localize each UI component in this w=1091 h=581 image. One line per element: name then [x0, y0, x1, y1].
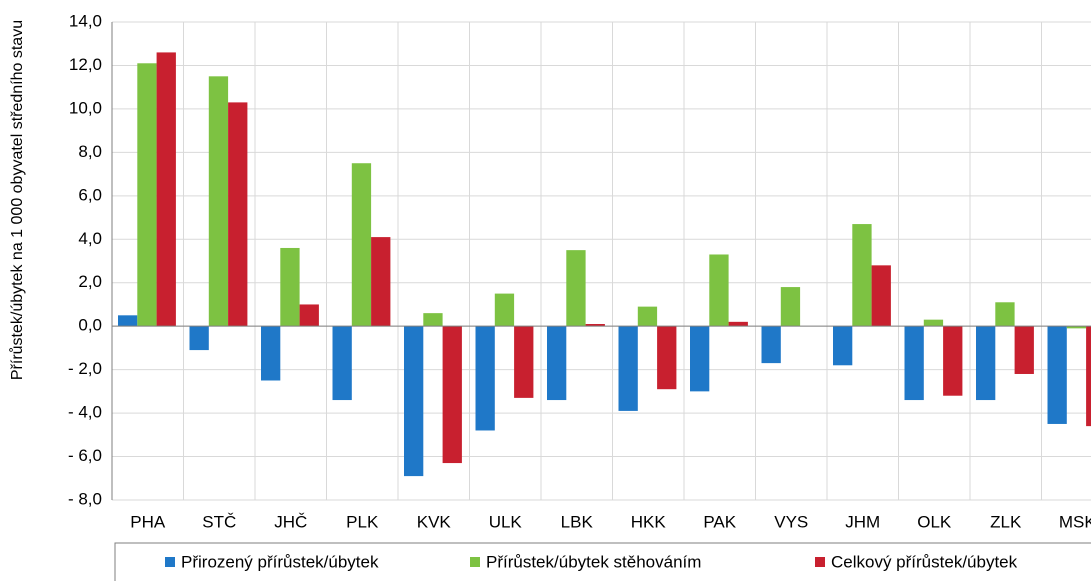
bar [618, 326, 638, 411]
bar [585, 324, 605, 327]
bar [514, 326, 534, 398]
bar [547, 326, 567, 401]
x-tick-label: VYS [774, 512, 808, 531]
y-tick-label: - 6,0 [68, 446, 102, 465]
y-tick-label: 12,0 [69, 55, 102, 74]
bar [943, 326, 963, 396]
x-tick-label: JHČ [274, 512, 307, 531]
bar [976, 326, 996, 401]
bar [494, 293, 515, 327]
x-tick-label: MSK [1059, 512, 1091, 531]
bar [1047, 326, 1067, 424]
bar [728, 321, 748, 327]
x-tick-label: STČ [202, 512, 236, 531]
legend-label: Celkový přírůstek/úbytek [831, 552, 1018, 571]
x-tick-label: PLK [346, 512, 379, 531]
bar [761, 326, 781, 364]
bar [852, 224, 872, 327]
bar [780, 287, 801, 327]
bar [261, 326, 281, 381]
bar [1086, 326, 1091, 427]
bar [228, 102, 248, 327]
x-tick-label: PHA [130, 512, 166, 531]
y-tick-label: 2,0 [78, 272, 102, 291]
bar [566, 250, 586, 327]
bar [404, 326, 424, 477]
bar [709, 254, 729, 327]
bar [904, 326, 924, 401]
bar [690, 326, 710, 392]
x-tick-label: PAK [703, 512, 736, 531]
bar [871, 265, 891, 327]
y-tick-label: - 2,0 [68, 359, 102, 378]
bar [1066, 326, 1087, 329]
y-tick-label: 0,0 [78, 316, 102, 335]
bar [833, 326, 853, 366]
bar [371, 237, 391, 327]
bar [351, 163, 372, 327]
bar [299, 304, 319, 327]
bar [657, 326, 677, 390]
y-tick-label: 14,0 [69, 11, 102, 30]
bar [442, 326, 462, 464]
y-tick-label: - 4,0 [68, 403, 102, 422]
y-tick-label: - 8,0 [68, 489, 102, 508]
y-tick-label: 8,0 [78, 142, 102, 161]
bar [189, 326, 209, 351]
legend-box [114, 542, 1091, 581]
y-axis-label: Přírůstek/úbytek na 1 000 obyvatel střed… [8, 20, 26, 380]
x-tick-label: HKK [631, 512, 667, 531]
x-tick-label: ZLK [990, 512, 1022, 531]
y-tick-label: 4,0 [78, 229, 102, 248]
bar [423, 313, 443, 327]
y-tick-label: 10,0 [69, 98, 102, 117]
legend-swatch [470, 557, 480, 567]
x-tick-label: OLK [917, 512, 952, 531]
y-tick-label: 6,0 [78, 185, 102, 204]
legend-swatch [165, 557, 175, 567]
x-tick-label: KVK [417, 512, 452, 531]
legend-label: Přírůstek/úbytek stěhováním [486, 552, 701, 571]
x-tick-label: ULK [489, 512, 523, 531]
bar [208, 76, 229, 327]
bar [156, 52, 176, 327]
x-tick-label: LBK [561, 512, 594, 531]
legend-label: Přirozený přírůstek/úbytek [181, 552, 379, 571]
bar [332, 326, 352, 401]
bar [118, 315, 138, 327]
bar [995, 302, 1015, 327]
legend-swatch [815, 557, 825, 567]
bar [1014, 326, 1034, 374]
bar [637, 306, 658, 327]
bar [475, 326, 495, 431]
x-tick-label: JHM [845, 512, 880, 531]
bar [923, 319, 944, 327]
bar [280, 247, 300, 327]
bar [137, 63, 157, 327]
